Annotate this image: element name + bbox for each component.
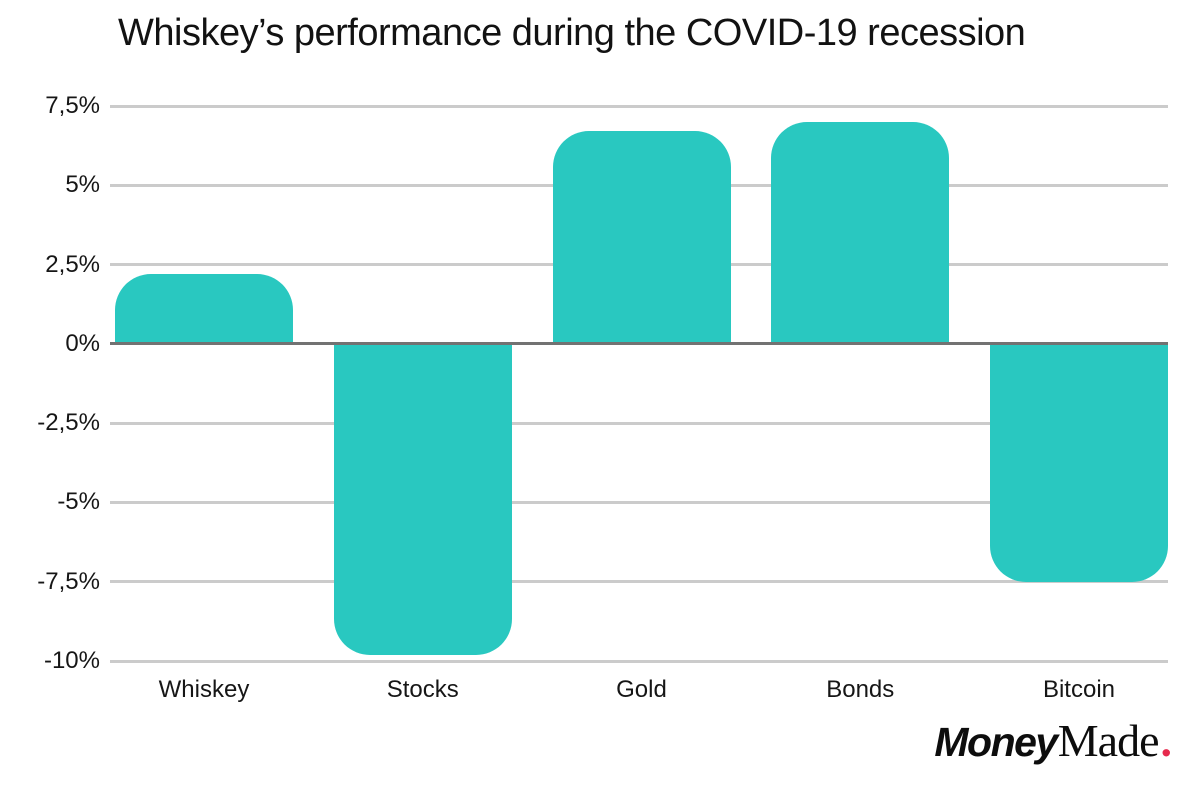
x-category-label-stocks: Stocks [386, 676, 459, 703]
bar-stocks [333, 343, 512, 655]
x-category-label-bitcoin: Bitcoin [1042, 676, 1116, 703]
y-tick-label: 5% [65, 171, 100, 199]
y-tick-label: 0% [65, 329, 100, 357]
bar-bonds [771, 121, 950, 344]
y-tick-label: -10% [43, 647, 100, 674]
y-tick-label: -7,5% [37, 567, 100, 595]
bar-whiskey [115, 274, 293, 344]
y-tick-label: -2,5% [37, 409, 100, 437]
gridline--2,5% [110, 421, 1168, 425]
y-tick-label: 2,5% [45, 250, 100, 278]
bar-bitcoin [990, 343, 1168, 582]
logo-made-text: Made [1057, 715, 1160, 766]
x-category-label-bonds: Bonds [826, 676, 895, 703]
chart-title: Whiskey’s performance during the COVID-1… [118, 12, 1026, 54]
logo-red-dot: . [1160, 715, 1173, 766]
gridline--7,5% [110, 580, 1168, 584]
brand-logo: Money Made. [934, 714, 1172, 767]
bar-gold [552, 131, 731, 344]
zero-baseline [110, 342, 1168, 346]
x-category-label-gold: Gold [616, 676, 667, 703]
gridline-7,5% [110, 104, 1168, 108]
logo-money-text: Money [934, 719, 1058, 765]
y-tick-label: -5% [57, 488, 100, 516]
gridline--5% [110, 500, 1168, 504]
x-category-label-whiskey: Whiskey [158, 676, 250, 703]
gridline--10% [110, 659, 1168, 663]
y-tick-label: 7,5% [45, 92, 100, 119]
